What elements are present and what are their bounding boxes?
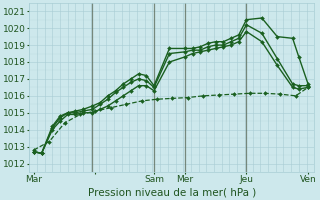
X-axis label: Pression niveau de la mer( hPa ): Pression niveau de la mer( hPa ): [88, 187, 256, 197]
